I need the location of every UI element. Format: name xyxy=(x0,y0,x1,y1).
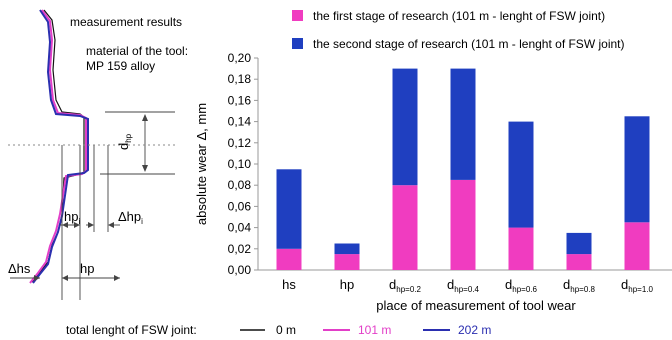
y-tick-label: 0,20 xyxy=(228,51,252,65)
x-tick-label: dhp=0.4 xyxy=(447,277,479,294)
bar-segment-stage1-dhp=0.2 xyxy=(392,185,418,270)
y-tick-label: 0,04 xyxy=(228,221,252,235)
bar-segment-stage2-dhp=0.2 xyxy=(392,68,418,186)
bar-segment-stage1-dhp=0.6 xyxy=(508,227,534,270)
diagram-caption: measurement results xyxy=(70,15,182,29)
y-tick-label: 0,00 xyxy=(228,263,252,277)
y-tick-label: 0,06 xyxy=(228,199,252,213)
x-tick-label: dhp=0.6 xyxy=(505,277,537,294)
hp-i-label: hpi xyxy=(64,209,80,226)
bottom-legend-title: total lenght of FSW joint: xyxy=(66,323,197,337)
y-tick-label: 0,14 xyxy=(228,115,252,129)
delta-hp-i-label: Δhpi xyxy=(118,209,143,226)
x-tick-label: dhp=1.0 xyxy=(621,277,653,294)
y-tick-label: 0,12 xyxy=(228,136,252,150)
bar-segment-stage2-dhp=0.4 xyxy=(450,68,476,180)
y-tick-label: 0,10 xyxy=(228,157,252,171)
dimension-arrowheads xyxy=(34,114,148,281)
bar-segment-stage1-dhp=0.8 xyxy=(566,254,592,270)
bar-chart: 0,00 0,02 0,04 0,06 0,08 0,10 0,12 0,14 0,16 0,18… xyxy=(194,51,672,313)
d-hp-label: dhp xyxy=(116,133,133,150)
chart-legend: the first stage of research (101 m - len… xyxy=(292,9,624,51)
profile-curve-0m xyxy=(31,9,85,283)
legend-label-0m: 0 m xyxy=(276,323,296,337)
bar-segment-stage2-dhp=0.8 xyxy=(566,232,592,255)
y-tick-label: 0,18 xyxy=(228,72,252,86)
x-tick-label: hs xyxy=(282,277,296,292)
x-axis-label: place of measurement of tool wear xyxy=(376,298,576,313)
legend-label-stage1: the first stage of research (101 m - len… xyxy=(313,9,605,23)
y-tick-label: 0,02 xyxy=(228,242,252,256)
bar-segment-stage1-dhp=0.4 xyxy=(450,179,476,270)
y-tick-label: 0,08 xyxy=(228,178,252,192)
legend-swatch-stage1 xyxy=(292,10,303,21)
legend-label-101m: 101 m xyxy=(358,323,391,337)
x-tick-label: dhp=0.8 xyxy=(563,277,595,294)
bar-segment-stage2-hs xyxy=(276,169,302,249)
tool-profile-diagram: measurement results material of the tool… xyxy=(8,9,188,300)
legend-label-202m: 202 m xyxy=(458,323,491,337)
legend-swatch-stage2 xyxy=(292,38,303,49)
bar-segment-stage1-hs xyxy=(276,248,302,270)
hp-label: hp xyxy=(80,261,94,276)
bar-segment-stage2-hp xyxy=(334,243,360,255)
x-tick-label: dhp=0.2 xyxy=(389,277,421,294)
material-value: MP 159 alloy xyxy=(86,59,155,73)
bars xyxy=(276,68,650,270)
delta-hs-label: Δhs xyxy=(8,261,31,276)
bar-segment-stage1-hp xyxy=(334,254,360,270)
material-label: material of the tool: xyxy=(86,44,188,58)
y-tick-labels: 0,00 0,02 0,04 0,06 0,08 0,10 0,12 0,14 0,16 0,18… xyxy=(228,51,258,277)
x-tick-label: hp xyxy=(340,277,354,292)
legend-label-stage2: the second stage of research (101 m - le… xyxy=(313,37,624,51)
bar-segment-stage2-dhp=1.0 xyxy=(624,116,650,223)
profile-curve-101m xyxy=(29,9,87,284)
bar-segment-stage2-dhp=0.6 xyxy=(508,121,534,228)
x-tick-labels: hs hp dhp=0.2 dhp=0.4 dhp=0.6 dhp=0.8 dhp=1.0 xyxy=(282,277,653,294)
y-axis-label: absolute wear Δ, mm xyxy=(194,103,209,225)
bottom-legend: total lenght of FSW joint: 0 m 101 m 202… xyxy=(66,323,491,337)
profile-curve-202m xyxy=(32,9,89,284)
y-tick-label: 0,16 xyxy=(228,93,252,107)
bar-segment-stage1-dhp=1.0 xyxy=(624,222,650,270)
